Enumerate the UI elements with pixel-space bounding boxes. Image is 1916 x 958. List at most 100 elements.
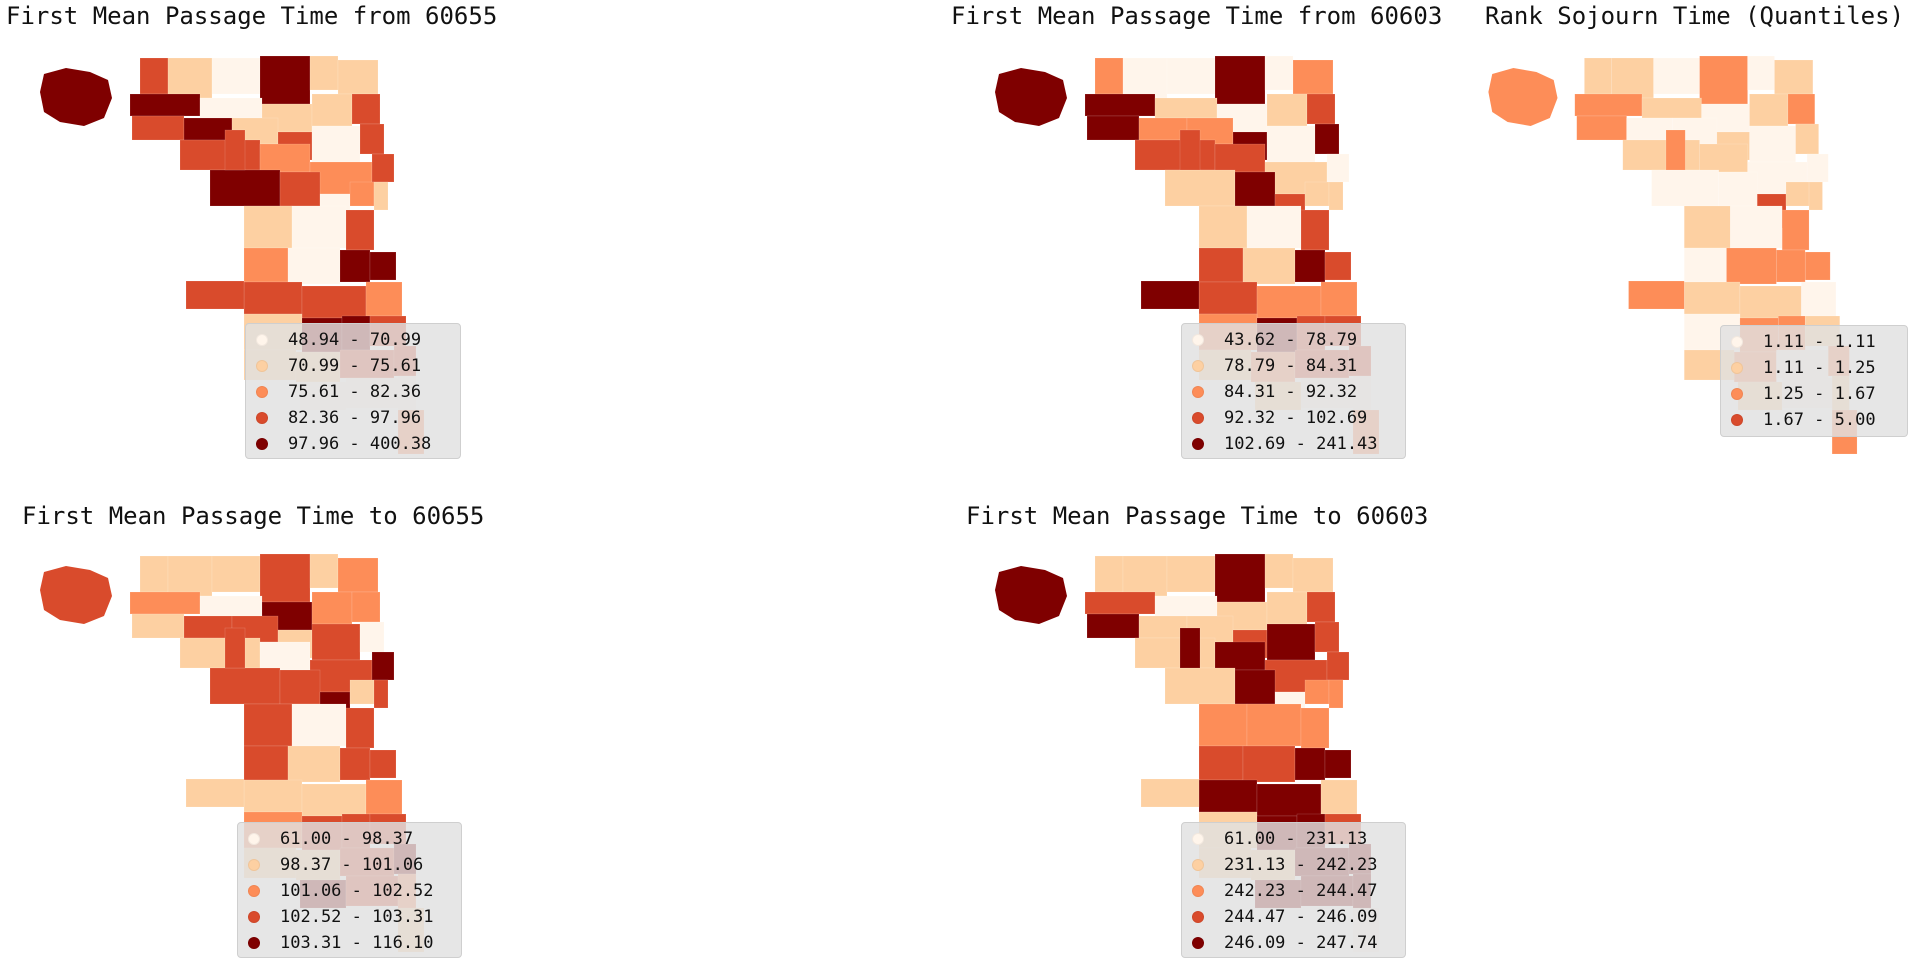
map-region (1806, 153, 1829, 183)
map-region (1166, 57, 1216, 95)
map-region (1699, 143, 1748, 173)
map-region (337, 557, 379, 593)
map-region (129, 93, 201, 117)
legend-label: 102.69 - 241.43 (1224, 434, 1378, 454)
map-region (1292, 59, 1334, 95)
map-region (339, 249, 371, 283)
map-region (373, 679, 389, 709)
legend-entry: 102.69 - 241.43 (1192, 431, 1397, 457)
panel-from-60603: First Mean Passage Time from 60603 43.62… (935, 0, 1455, 470)
map-region (211, 57, 261, 95)
legend-entry: 61.00 - 98.37 (248, 826, 453, 852)
map-region (131, 115, 185, 141)
map-region (243, 205, 293, 249)
map-region (311, 125, 361, 163)
legend-label: 1.11 - 1.25 (1763, 358, 1876, 378)
map-region (345, 209, 375, 251)
map-region-west-lobe (995, 68, 1067, 126)
map-region (243, 779, 303, 813)
legend-label: 1.67 - 5.00 (1763, 410, 1876, 430)
map-region (1154, 97, 1218, 119)
map-region (1324, 749, 1352, 779)
map-region (1584, 57, 1612, 95)
map-region (351, 93, 381, 125)
map-region (309, 553, 339, 589)
legend-entry: 242.23 - 244.47 (1192, 878, 1397, 904)
map-region (279, 669, 321, 705)
map-region (311, 93, 353, 127)
map-region (279, 171, 321, 207)
map-region (179, 637, 261, 669)
legend-swatch-icon (248, 859, 260, 871)
legend-entry: 1.11 - 1.25 (1731, 355, 1899, 381)
map-region (1683, 205, 1731, 249)
map-region (1576, 115, 1627, 141)
map-region (1134, 637, 1216, 669)
map-region-west-lobe (40, 68, 112, 126)
map-region (209, 667, 281, 705)
legend-entry: 98.37 - 101.06 (248, 852, 453, 878)
map-region (243, 745, 289, 781)
map-region (1304, 679, 1330, 705)
map-region (179, 139, 261, 171)
map-region (1234, 669, 1276, 705)
map-region (1718, 171, 1758, 207)
map-region (1730, 205, 1783, 249)
legend-swatch-icon (1731, 336, 1743, 348)
map-region (259, 641, 311, 671)
map-region (1292, 557, 1334, 593)
map-region (199, 97, 263, 119)
map-region (1084, 93, 1156, 117)
map-region (1306, 591, 1336, 623)
map-region (211, 555, 261, 593)
map-region (1264, 553, 1294, 589)
map-region (1214, 143, 1266, 173)
map-region (1134, 139, 1216, 171)
map-region (1739, 285, 1802, 319)
map-region (373, 181, 389, 211)
map-region (1320, 779, 1358, 815)
map-region (337, 59, 379, 95)
map-region (1179, 129, 1201, 171)
legend-entry: 1.11 - 1.11 (1731, 329, 1899, 355)
map-region (1166, 555, 1216, 593)
legend-entry: 102.52 - 103.31 (248, 904, 453, 930)
map-region (167, 57, 213, 99)
map-region (351, 591, 381, 623)
map-region (1198, 281, 1258, 315)
map-region (1747, 55, 1775, 91)
legend: 1.11 - 1.11 1.11 - 1.25 1.25 - 1.67 1.67 - … (1720, 325, 1908, 437)
map-region (1314, 123, 1340, 155)
map-region (243, 703, 293, 747)
map-region (1653, 57, 1700, 95)
legend-entry: 61.00 - 231.13 (1192, 826, 1397, 852)
map-region (1804, 251, 1831, 281)
map-region (1086, 613, 1140, 639)
legend-swatch-icon (256, 334, 268, 346)
panel-title: First Mean Passage Time from 60655 (6, 2, 498, 30)
map-region (1787, 93, 1816, 125)
legend-swatch-icon (248, 885, 260, 897)
map-region (1320, 281, 1358, 317)
map-region (1266, 591, 1308, 625)
map-region (1086, 115, 1140, 141)
map-region (139, 555, 169, 593)
legend-entry: 82.36 - 97.96 (256, 405, 452, 431)
map-region (1795, 123, 1819, 155)
legend-label: 103.31 - 116.10 (280, 933, 434, 953)
legend-swatch-icon (1192, 334, 1204, 346)
legend: 61.00 - 231.13 231.13 - 242.23 242.23 - 24… (1181, 822, 1406, 958)
map-region (1294, 747, 1326, 781)
map-region (1140, 280, 1200, 310)
map-region (339, 747, 371, 781)
legend-entry: 78.79 - 84.31 (1192, 353, 1397, 379)
map-region (259, 553, 311, 603)
map-region (1641, 97, 1702, 119)
map-region (1328, 181, 1344, 211)
map-region (1749, 93, 1789, 127)
map-region (345, 707, 375, 749)
map-region (371, 651, 395, 681)
map-region (1300, 209, 1330, 251)
legend-swatch-icon (1192, 911, 1204, 923)
map-region (365, 281, 403, 317)
